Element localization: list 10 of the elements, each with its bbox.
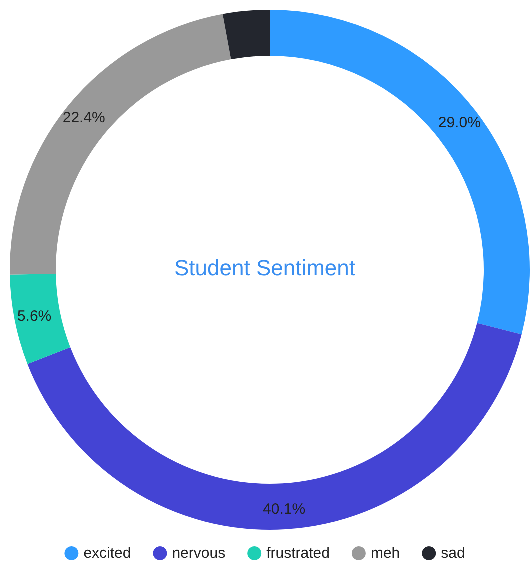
legend-label: meh xyxy=(370,545,400,562)
legend-label: excited xyxy=(84,545,132,562)
data-label: 22.4% xyxy=(62,110,106,127)
legend-label: frustrated xyxy=(266,545,330,562)
data-label: 40.1% xyxy=(263,501,306,518)
text: Student Sentiment xyxy=(174,256,356,280)
legend-label: sad xyxy=(441,545,466,562)
data-label: 29.0% xyxy=(438,114,481,132)
data-label: 5.6% xyxy=(17,308,52,325)
legend-label: nervous xyxy=(172,545,226,562)
